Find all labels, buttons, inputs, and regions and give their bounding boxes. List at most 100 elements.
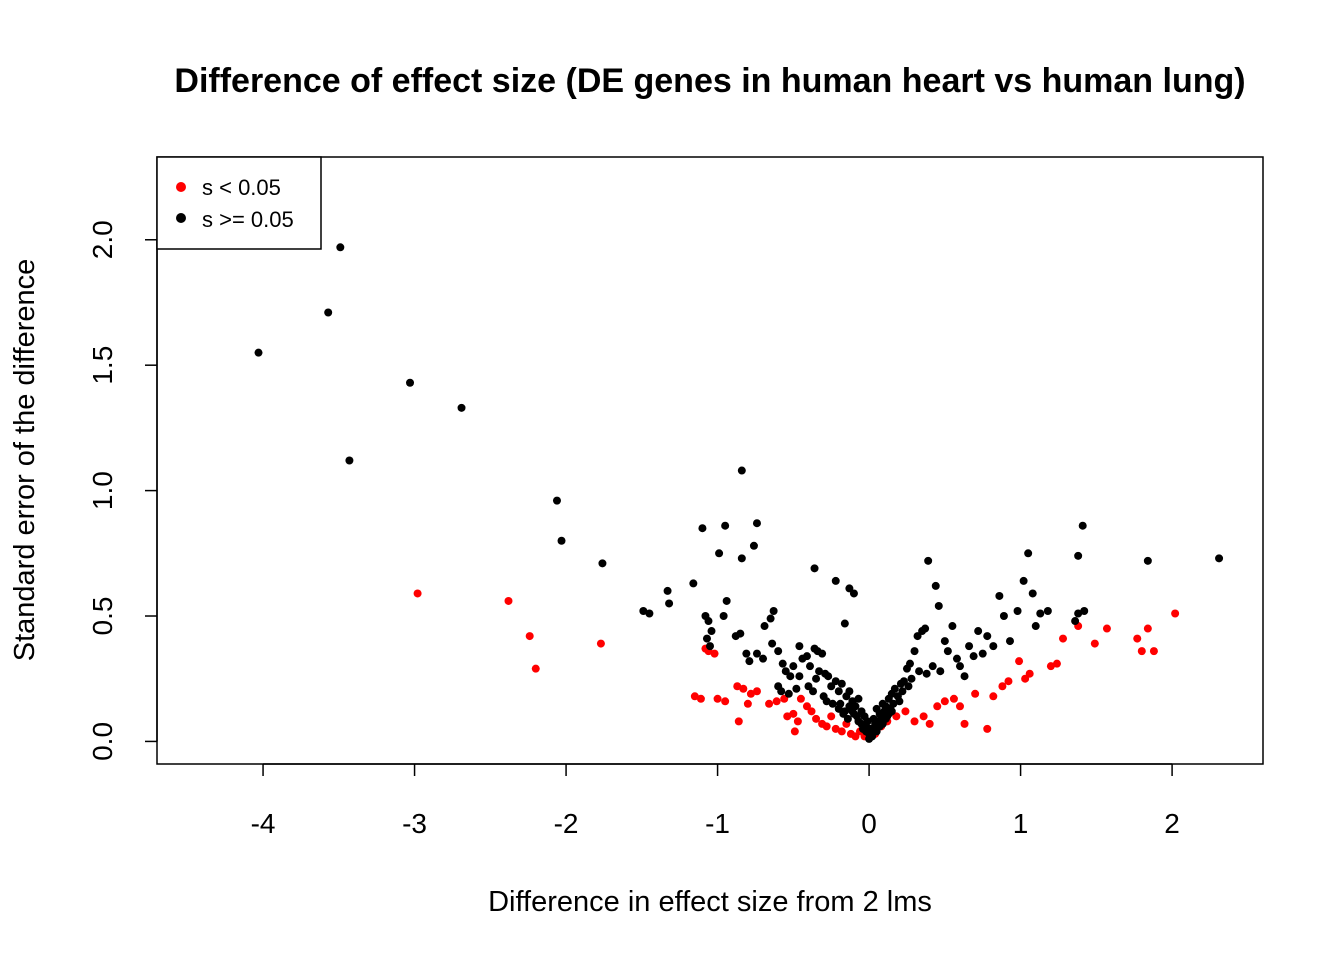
data-point [843, 714, 852, 723]
data-point [557, 536, 566, 545]
data-point [1171, 609, 1180, 618]
data-point [1149, 647, 1158, 656]
data-point [989, 692, 998, 701]
data-point [698, 524, 707, 533]
data-point [746, 689, 755, 698]
data-point [807, 707, 816, 716]
legend-marker-black [176, 213, 186, 223]
data-point [254, 348, 263, 357]
data-point [598, 559, 607, 568]
data-point [933, 702, 942, 711]
data-point [904, 682, 913, 691]
x-tick-label: -2 [554, 808, 579, 839]
data-point [690, 692, 699, 701]
data-point [796, 694, 805, 703]
data-point [805, 662, 814, 671]
data-point [457, 403, 466, 412]
data-point [1080, 606, 1089, 615]
data-point [854, 694, 863, 703]
data-point [837, 679, 846, 688]
data-point [828, 699, 837, 708]
data-point [552, 496, 561, 505]
data-point [722, 596, 731, 605]
data-point [910, 717, 919, 726]
legend-marker-red [176, 182, 186, 192]
data-point [845, 687, 854, 696]
chart-title: Difference of effect size (DE genes in h… [174, 62, 1245, 100]
data-point [721, 521, 730, 530]
data-point [827, 712, 836, 721]
data-point [1059, 634, 1068, 643]
data-point [822, 722, 831, 731]
data-point [898, 687, 907, 696]
data-point [737, 554, 746, 563]
data-point [834, 687, 843, 696]
data-point [812, 714, 821, 723]
data-point [924, 556, 933, 565]
data-point [919, 712, 928, 721]
data-point [978, 649, 987, 658]
x-tick-label: -3 [402, 808, 427, 839]
data-point [752, 649, 761, 658]
data-point [925, 719, 934, 728]
data-point [1004, 677, 1013, 686]
data-point [784, 689, 793, 698]
data-point [1090, 639, 1099, 648]
data-point [1043, 606, 1052, 615]
data-point [1102, 624, 1111, 633]
data-point [810, 564, 819, 573]
data-point [713, 694, 722, 703]
data-point [983, 632, 992, 641]
data-point [802, 652, 811, 661]
data-point [719, 612, 728, 621]
data-point [922, 669, 931, 678]
data-point [940, 637, 949, 646]
data-point [849, 589, 858, 598]
data-point [940, 697, 949, 706]
data-point [974, 627, 983, 636]
data-point [1024, 549, 1033, 558]
data-point [710, 649, 719, 658]
y-tick-label: 1.5 [87, 346, 118, 385]
data-point [1074, 609, 1083, 618]
data-point [1036, 609, 1045, 618]
data-point [777, 687, 786, 696]
data-point [812, 674, 821, 683]
data-point [955, 662, 964, 671]
data-point [768, 639, 777, 648]
data-point [960, 719, 969, 728]
data-point [969, 652, 978, 661]
data-point [862, 727, 871, 736]
data-point [745, 657, 754, 666]
data-point [921, 624, 930, 633]
data-point [413, 589, 422, 598]
y-axis: 0.0 0.5 1.0 1.5 2.0 [87, 220, 158, 761]
data-point [948, 622, 957, 631]
data-point [845, 702, 854, 711]
data-point [1143, 556, 1152, 565]
data-point [840, 619, 849, 628]
data-point [1031, 622, 1040, 631]
data-point [1019, 576, 1028, 585]
data-point [406, 378, 415, 387]
data-point [795, 642, 804, 651]
x-axis-label: Difference in effect size from 2 lms [488, 886, 932, 918]
data-point [783, 712, 792, 721]
data-point [645, 609, 654, 618]
y-tick-label: 0.0 [87, 722, 118, 761]
data-point [1052, 659, 1061, 668]
data-point [965, 642, 974, 651]
data-point [742, 649, 751, 658]
x-tick-label: -1 [705, 808, 730, 839]
data-point [998, 682, 1007, 691]
data-point [736, 629, 745, 638]
data-point [854, 717, 863, 726]
x-tick-label: 0 [861, 808, 877, 839]
data-point [760, 622, 769, 631]
data-point [789, 709, 798, 718]
data-point [931, 581, 940, 590]
data-point [1143, 624, 1152, 633]
data-point [1015, 657, 1024, 666]
data-point [837, 727, 846, 736]
y-tick-label: 2.0 [87, 220, 118, 259]
